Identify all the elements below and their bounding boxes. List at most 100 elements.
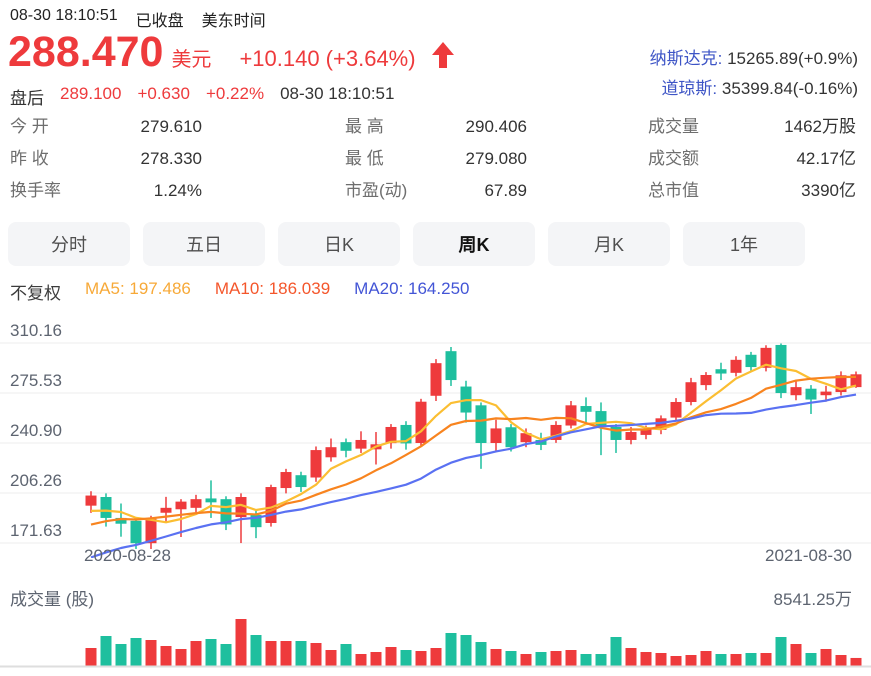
price-up-arrow-icon bbox=[431, 42, 454, 73]
volume-bar bbox=[835, 655, 847, 666]
index-name: 纳斯达克: bbox=[649, 49, 723, 68]
candle-body bbox=[625, 432, 637, 440]
candle-body bbox=[85, 495, 97, 506]
market-cap-label: 总市值 bbox=[648, 181, 699, 200]
volume-bar bbox=[280, 641, 292, 666]
volume-bar bbox=[715, 653, 727, 666]
tab-5day[interactable]: 五日 bbox=[143, 222, 265, 266]
after-hours-change: +0.630 bbox=[137, 84, 190, 103]
candle-body bbox=[220, 499, 232, 525]
candle-body bbox=[475, 405, 487, 443]
current-price: 288.470 bbox=[8, 28, 164, 76]
candle-body bbox=[610, 426, 622, 440]
ma20-line bbox=[90, 393, 857, 558]
candle-body bbox=[850, 374, 862, 388]
candle-body bbox=[730, 359, 742, 373]
quote-grid-row: 昨 收 278.330 最 低 279.080 成交额 42.17亿 bbox=[0, 148, 871, 170]
volume-bar bbox=[355, 653, 367, 666]
volume-bar bbox=[460, 635, 472, 666]
volume-bar bbox=[490, 649, 502, 666]
candle-body bbox=[835, 375, 847, 393]
volume-axis-max: 8541.25万 bbox=[773, 590, 852, 609]
candle-body bbox=[355, 439, 367, 449]
volume-bar bbox=[250, 635, 262, 666]
y-axis-label: 310.16 bbox=[10, 321, 62, 340]
candle-body bbox=[385, 426, 397, 444]
volume-bar bbox=[700, 650, 712, 666]
candle-body bbox=[490, 428, 502, 443]
volume-chart[interactable] bbox=[0, 614, 871, 668]
volume-bar bbox=[235, 619, 247, 666]
tab-weekly-k[interactable]: 周K bbox=[413, 222, 535, 266]
adjustment-selector[interactable]: 不复权 bbox=[10, 284, 61, 303]
candle-body bbox=[700, 374, 712, 386]
candle-body bbox=[550, 424, 562, 440]
candle-body bbox=[790, 387, 802, 396]
after-hours-price: 289.100 bbox=[60, 84, 122, 103]
volume-bar bbox=[295, 641, 307, 666]
market-cap-value: 3390亿 bbox=[801, 181, 856, 200]
price-row: 288.470 美元 +10.140 (+3.64%) bbox=[8, 28, 454, 77]
volume-bar bbox=[535, 652, 547, 666]
volume-bar bbox=[325, 650, 337, 666]
ma10-line bbox=[90, 375, 857, 526]
ma5-legend: MA5: 197.486 bbox=[85, 279, 191, 298]
candle-body bbox=[805, 388, 817, 400]
index-value: 35399.84(-0.16%) bbox=[721, 79, 858, 98]
volume-bar bbox=[385, 646, 397, 666]
candle-body bbox=[280, 472, 292, 489]
candle-body bbox=[400, 424, 412, 444]
candle-body bbox=[640, 429, 652, 435]
price-change: +10.140 (+3.64%) bbox=[239, 46, 416, 71]
quote-time-row: 08-30 18:10:51 已收盘 美东时间 bbox=[10, 7, 266, 31]
volume-bar bbox=[760, 653, 772, 666]
volume-bar bbox=[130, 637, 142, 666]
volume-bar bbox=[475, 641, 487, 666]
index-dowjones: 道琼斯: 35399.84(-0.16%) bbox=[650, 74, 858, 104]
volume-bar bbox=[550, 650, 562, 666]
prev-close-value: 278.330 bbox=[140, 149, 202, 168]
volume-bar bbox=[610, 637, 622, 666]
low-value: 279.080 bbox=[465, 149, 527, 168]
low-label: 最 低 bbox=[345, 149, 384, 168]
tab-1year[interactable]: 1年 bbox=[683, 222, 805, 266]
candle-body bbox=[820, 391, 832, 396]
volume-bar bbox=[580, 653, 592, 666]
volume-bar bbox=[625, 648, 637, 666]
candle-body bbox=[580, 406, 592, 412]
volume-pane-title: 成交量 (股) bbox=[10, 590, 95, 609]
candle-body bbox=[595, 411, 607, 427]
candle-body bbox=[340, 442, 352, 451]
volume-bar bbox=[205, 639, 217, 666]
candle-body bbox=[415, 401, 427, 443]
volume-bar bbox=[430, 648, 442, 666]
volume-bar bbox=[520, 653, 532, 666]
tab-daily-k[interactable]: 日K bbox=[278, 222, 400, 266]
chart-legend: 不复权 MA5: 197.486 MA10: 186.039 MA20: 164… bbox=[10, 279, 469, 304]
market-status: 已收盘 bbox=[135, 13, 184, 30]
volume-bar bbox=[220, 644, 232, 666]
index-value: 15265.89(+0.9%) bbox=[727, 49, 858, 68]
volume-bar bbox=[505, 650, 517, 666]
volume-bar bbox=[640, 652, 652, 666]
tab-monthly-k[interactable]: 月K bbox=[548, 222, 670, 266]
tab-minute[interactable]: 分时 bbox=[8, 222, 130, 266]
ma10-legend: MA10: 186.039 bbox=[214, 279, 331, 298]
volume-value: 1462万股 bbox=[784, 117, 856, 136]
volume-bar bbox=[400, 650, 412, 666]
volume-bar bbox=[145, 639, 157, 666]
price-chart[interactable] bbox=[0, 315, 871, 558]
after-hours-row: 盘后 289.100 +0.630 +0.22% 08-30 18:10:51 bbox=[10, 84, 394, 109]
candle-body bbox=[100, 496, 112, 518]
candle-body bbox=[685, 382, 697, 402]
volume-bar bbox=[820, 649, 832, 666]
volume-bar bbox=[565, 650, 577, 666]
y-axis-label: 275.53 bbox=[10, 371, 62, 390]
candle-body bbox=[295, 475, 307, 488]
volume-bar bbox=[340, 644, 352, 666]
candle-body bbox=[115, 517, 127, 524]
volume-bar bbox=[745, 653, 757, 666]
high-value: 290.406 bbox=[465, 117, 527, 136]
candle-body bbox=[760, 347, 772, 368]
